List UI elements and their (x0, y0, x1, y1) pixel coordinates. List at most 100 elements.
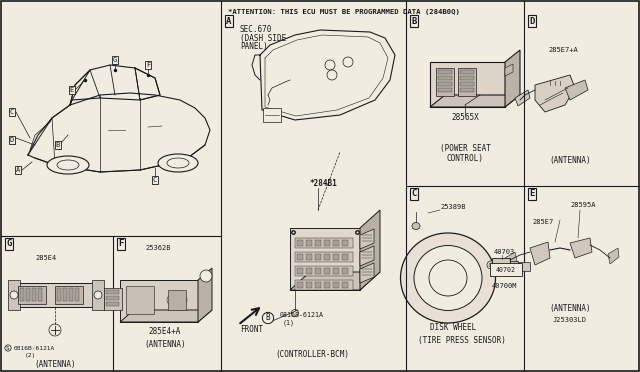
Text: (ANTENNA): (ANTENNA) (549, 304, 591, 312)
Text: 285E4+A: 285E4+A (149, 327, 181, 337)
Text: (DASH SIDE: (DASH SIDE (240, 33, 286, 42)
Text: 40703: 40703 (494, 249, 515, 255)
Polygon shape (608, 248, 619, 264)
Text: A: A (227, 16, 232, 26)
Bar (438, 76, 452, 80)
Bar (333, 282, 339, 288)
Polygon shape (515, 90, 530, 106)
Text: 25389B: 25389B (440, 204, 465, 210)
Text: S: S (6, 346, 10, 350)
Bar (438, 82, 452, 86)
Circle shape (200, 270, 212, 282)
Ellipse shape (412, 222, 420, 230)
Text: *ATTENTION: THIS ECU MUST BE PROGRAMMED DATA (284B0Q): *ATTENTION: THIS ECU MUST BE PROGRAMMED … (228, 9, 460, 15)
Polygon shape (570, 238, 592, 258)
Polygon shape (430, 95, 520, 107)
Bar (458, 68, 476, 96)
Text: (2): (2) (25, 353, 36, 359)
Text: (ANTENNA): (ANTENNA) (34, 359, 76, 369)
Bar (492, 258, 510, 272)
Text: 0816B-6121A: 0816B-6121A (14, 346, 55, 350)
Ellipse shape (414, 246, 482, 311)
Bar (57, 288, 61, 301)
Text: G: G (6, 240, 12, 248)
Bar (106, 290, 119, 294)
Ellipse shape (158, 154, 198, 172)
Bar (324, 268, 330, 274)
Polygon shape (198, 268, 212, 322)
Circle shape (291, 310, 298, 317)
Text: E: E (70, 87, 74, 93)
Bar (263, 108, 281, 122)
Bar (38, 288, 42, 301)
Text: 25362B: 25362B (145, 245, 170, 251)
Bar (295, 266, 353, 276)
Polygon shape (535, 75, 575, 112)
Text: G: G (113, 57, 117, 63)
Bar (306, 268, 312, 274)
Bar (20, 288, 24, 301)
Bar (295, 238, 353, 248)
Bar (510, 261, 518, 269)
Ellipse shape (401, 233, 495, 323)
Bar (297, 254, 303, 260)
Polygon shape (290, 228, 360, 290)
Polygon shape (505, 252, 517, 268)
Bar (460, 88, 474, 92)
Polygon shape (120, 280, 198, 322)
Circle shape (10, 291, 18, 299)
Bar (342, 254, 348, 260)
Ellipse shape (429, 260, 467, 296)
Text: 28565X: 28565X (451, 113, 479, 122)
Circle shape (327, 70, 337, 80)
Text: D: D (529, 16, 534, 26)
Bar (324, 240, 330, 246)
Bar (69, 288, 73, 301)
Polygon shape (505, 50, 520, 107)
Polygon shape (505, 64, 513, 76)
Bar (518, 262, 530, 271)
Text: 40702: 40702 (496, 267, 516, 273)
Text: PANEL): PANEL) (240, 42, 268, 51)
Polygon shape (530, 242, 550, 265)
Bar (18, 286, 46, 304)
Circle shape (177, 295, 187, 305)
Circle shape (94, 291, 102, 299)
Bar (333, 254, 339, 260)
Text: C: C (153, 177, 157, 183)
Bar (315, 282, 321, 288)
Polygon shape (92, 280, 104, 310)
Circle shape (167, 295, 177, 305)
Text: F: F (118, 240, 124, 248)
Text: D: D (10, 137, 14, 143)
Text: C: C (10, 109, 14, 115)
Polygon shape (12, 283, 100, 307)
Text: J25303LD: J25303LD (553, 317, 587, 323)
Bar (315, 240, 321, 246)
Polygon shape (290, 272, 380, 290)
Text: B: B (412, 16, 417, 26)
Text: E: E (529, 189, 534, 199)
Text: (ANTENNA): (ANTENNA) (144, 340, 186, 349)
Text: B: B (266, 314, 270, 323)
Text: 285E4: 285E4 (35, 255, 56, 261)
Bar (460, 70, 474, 74)
Circle shape (489, 263, 493, 267)
Text: (ANTENNA): (ANTENNA) (549, 155, 591, 164)
Polygon shape (430, 62, 505, 107)
Bar (297, 268, 303, 274)
Text: FRONT: FRONT (240, 326, 263, 334)
Text: SEC.670: SEC.670 (240, 26, 273, 35)
Text: C: C (412, 189, 417, 199)
Bar (75, 288, 79, 301)
Bar (26, 288, 30, 301)
Bar (490, 263, 522, 276)
Bar (333, 268, 339, 274)
Bar (342, 268, 348, 274)
Text: A: A (16, 167, 20, 173)
Text: 08168-6121A: 08168-6121A (280, 312, 324, 318)
Bar (104, 288, 122, 310)
Text: *284B1: *284B1 (310, 179, 338, 187)
Text: 285E7+A: 285E7+A (548, 47, 578, 53)
Bar (106, 302, 119, 306)
